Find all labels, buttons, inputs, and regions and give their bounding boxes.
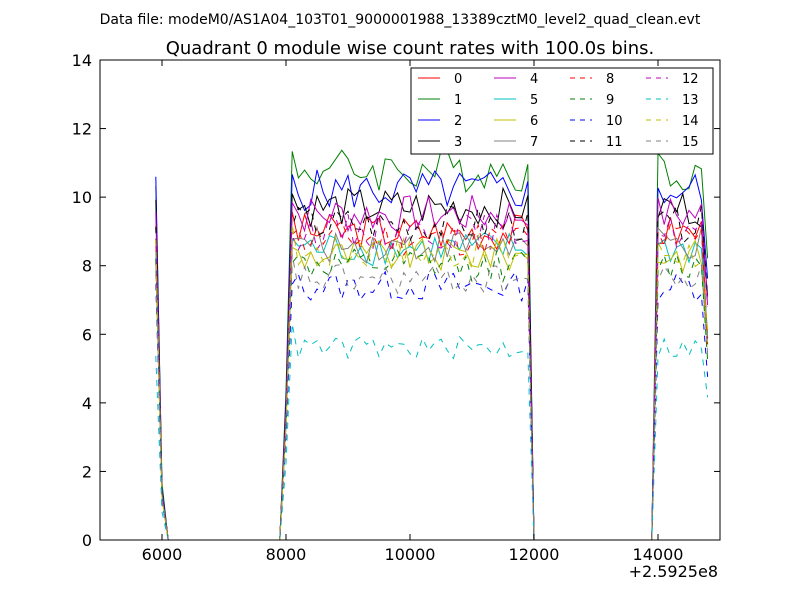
- legend-label: 3: [454, 135, 462, 150]
- series-line-12: [155, 212, 709, 540]
- y-tick-label: 4: [82, 394, 92, 413]
- series-line-9: [155, 248, 709, 540]
- legend-entry-6: 6: [494, 114, 538, 129]
- legend-label: 5: [530, 93, 538, 108]
- legend-entry-12: 12: [646, 72, 699, 87]
- y-tick-label: 10: [72, 188, 92, 207]
- legend-frame: [410, 67, 714, 155]
- series-line-15: [155, 254, 709, 540]
- legend-label: 13: [682, 93, 699, 108]
- chart-title: Quadrant 0 module wise count rates with …: [166, 38, 655, 59]
- legend-label: 12: [682, 72, 699, 87]
- legend-entry-13: 13: [646, 93, 699, 108]
- legend-entry-14: 14: [646, 114, 699, 129]
- series-line-0: [155, 211, 709, 540]
- legend-label: 11: [606, 135, 623, 150]
- x-tick-label: 6000: [142, 545, 183, 564]
- series-line-1: [155, 149, 709, 540]
- chart-suptitle: Data file: modeM0/AS1A04_103T01_90000019…: [100, 12, 701, 28]
- legend-label: 2: [454, 114, 462, 129]
- series-line-3: [155, 186, 709, 540]
- legend-entry-2: 2: [418, 114, 462, 129]
- legend-entry-11: 11: [570, 135, 623, 150]
- y-tick-label: 2: [82, 462, 92, 481]
- legend-entry-7: 7: [494, 135, 538, 150]
- legend-label: 4: [530, 72, 538, 87]
- series-line-11: [155, 204, 709, 540]
- legend-label: 7: [530, 135, 538, 150]
- legend-entry-9: 9: [570, 93, 614, 108]
- legend-label: 15: [682, 135, 699, 150]
- series-layer: [155, 149, 709, 540]
- legend-entry-0: 0: [418, 72, 462, 87]
- series-line-4: [155, 195, 709, 540]
- legend-label: 1: [454, 93, 462, 108]
- legend-label: 0: [454, 72, 462, 87]
- x-tick-label: 14000: [633, 545, 684, 564]
- legend-label: 9: [606, 93, 614, 108]
- series-line-7: [155, 225, 709, 540]
- x-tick-label: 8000: [266, 545, 307, 564]
- legend-entry-4: 4: [494, 72, 538, 87]
- series-line-14: [155, 224, 709, 540]
- legend-label: 8: [606, 72, 614, 87]
- series-line-2: [155, 169, 709, 540]
- y-tick-label: 14: [72, 51, 92, 70]
- x-tick-label: 10000: [385, 545, 436, 564]
- series-line-13: [155, 323, 709, 540]
- y-tick-label: 0: [82, 531, 92, 550]
- x-axis: 6000 8000 10000 12000 14000: [142, 60, 684, 564]
- y-tick-label: 8: [82, 257, 92, 276]
- series-line-5: [155, 232, 709, 540]
- y-tick-label: 6: [82, 325, 92, 344]
- y-tick-label: 12: [72, 120, 92, 139]
- x-offset-label: +2.5925e8: [629, 562, 718, 581]
- x-tick-label: 12000: [509, 545, 560, 564]
- legend-label: 14: [682, 114, 699, 129]
- legend-label: 6: [530, 114, 538, 129]
- legend-entry-10: 10: [570, 114, 623, 129]
- legend-entry-5: 5: [494, 93, 538, 108]
- series-line-6: [155, 236, 709, 540]
- legend-entry-15: 15: [646, 135, 699, 150]
- legend-label: 10: [606, 114, 623, 129]
- legend-entry-3: 3: [418, 135, 462, 150]
- legend-entry-1: 1: [418, 93, 462, 108]
- series-line-10: [155, 270, 709, 540]
- legend-entry-8: 8: [570, 72, 614, 87]
